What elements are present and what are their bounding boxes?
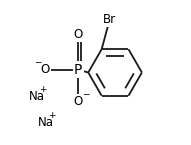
Text: −: − <box>34 57 41 66</box>
Text: Br: Br <box>103 13 116 26</box>
Text: O: O <box>41 63 50 76</box>
Text: Na: Na <box>29 90 45 103</box>
Text: +: + <box>48 111 56 120</box>
Text: P: P <box>74 63 82 77</box>
Text: O: O <box>74 95 83 108</box>
Text: Na: Na <box>37 116 53 129</box>
Text: O: O <box>74 28 83 41</box>
Text: +: + <box>40 85 47 94</box>
Text: −: − <box>82 89 89 98</box>
